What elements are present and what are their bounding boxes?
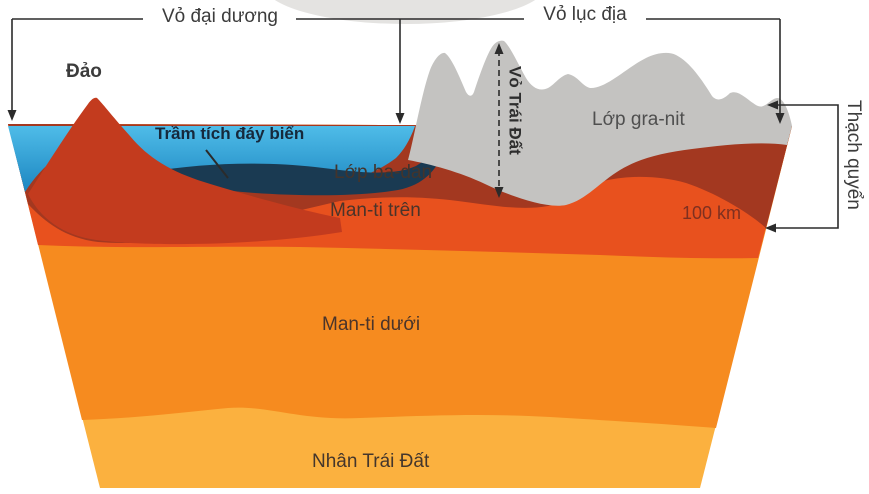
label-core: Nhân Trái Đất: [312, 451, 430, 472]
arrowheads: [7, 43, 785, 233]
island-shape: [28, 97, 342, 245]
cloud-shape: [274, 0, 536, 24]
arrow-left-lithosphere-bottom-icon: [765, 223, 776, 233]
label-oceanic-crust: Vỏ đại dương: [161, 6, 279, 27]
arrow-left-lithosphere-top-icon: [767, 100, 778, 110]
label-earth-crust: Vỏ Trái Đất: [505, 66, 525, 155]
arrow-down-oceanic-left-icon: [7, 110, 17, 121]
label-seafloor-sediment: Trầm tích đáy biển: [155, 124, 305, 143]
arrow-down-oceanic-right-icon: [395, 113, 405, 124]
arrow-down-crust-thickness-icon: [494, 187, 504, 198]
sediment-layer: [150, 148, 444, 196]
label-granite-layer: Lớp gra-nit: [592, 109, 685, 130]
lithosphere-bracket: [774, 104, 839, 229]
label-upper-mantle: Man-ti trên: [330, 200, 421, 221]
label-lithosphere: Thạch quyển: [842, 100, 864, 210]
arrow-down-continental-icon: [775, 113, 785, 124]
label-island: Đảo: [66, 61, 102, 82]
sediment-pointer-line: [205, 149, 229, 179]
label-continental-crust: Vỏ lục địa: [543, 4, 627, 25]
label-lower-mantle: Man-ti dưới: [322, 314, 421, 335]
continental-crust-shape: [408, 40, 792, 206]
label-depth-100km: 100 km: [682, 203, 742, 223]
arrow-up-crust-thickness-icon: [494, 43, 504, 54]
label-basalt-layer: Lớp ba-dan: [334, 162, 433, 183]
annotation-lines: [11, 18, 839, 229]
